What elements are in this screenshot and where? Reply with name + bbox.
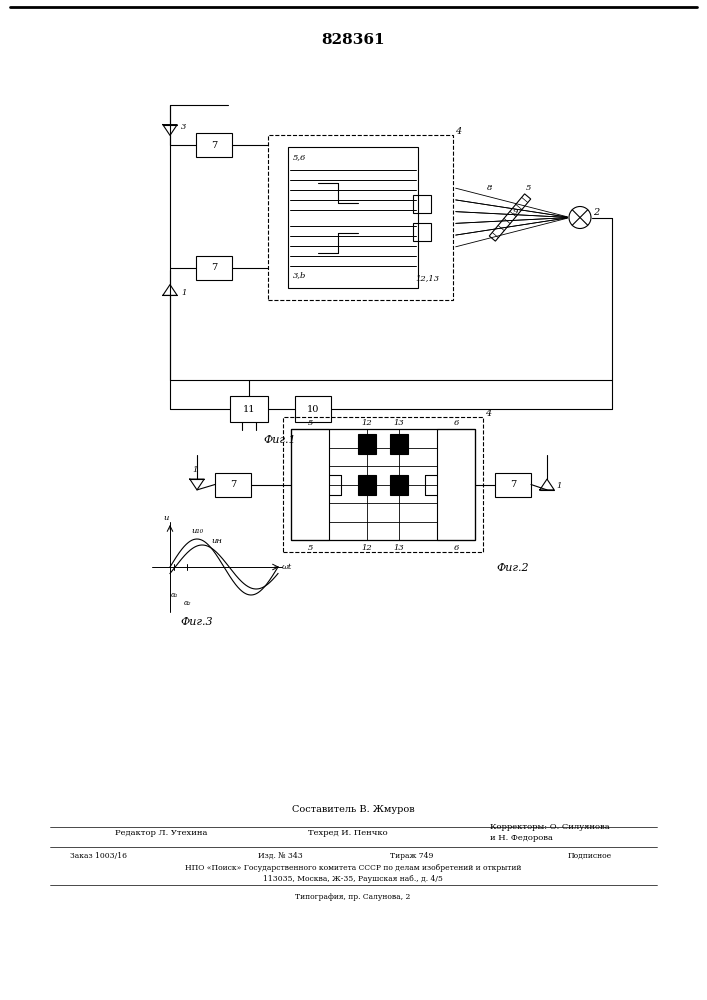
Text: 7: 7 <box>211 263 217 272</box>
Text: uн: uн <box>211 537 223 545</box>
Text: Изд. № 343: Изд. № 343 <box>258 852 303 860</box>
Text: 3,b: 3,b <box>293 271 306 279</box>
Text: Заказ 1003/16: Заказ 1003/16 <box>70 852 127 860</box>
Bar <box>196 133 232 157</box>
Text: 1: 1 <box>192 466 198 474</box>
Text: α₁: α₁ <box>170 591 177 599</box>
Text: 1: 1 <box>556 483 561 490</box>
Text: Подписное: Подписное <box>568 852 612 860</box>
Bar <box>295 396 331 422</box>
Bar <box>196 256 232 280</box>
Text: 10: 10 <box>307 404 319 414</box>
Text: ωt: ωt <box>282 563 292 571</box>
Text: u: u <box>163 514 169 522</box>
Bar <box>413 223 431 240</box>
Text: 7: 7 <box>510 480 516 489</box>
Bar <box>413 194 431 213</box>
Text: 5: 5 <box>308 419 312 427</box>
Text: 11: 11 <box>243 404 255 414</box>
Text: 13: 13 <box>394 419 404 427</box>
Bar <box>291 429 329 540</box>
Text: 13: 13 <box>394 544 404 552</box>
Text: 6: 6 <box>453 544 459 552</box>
Text: 5: 5 <box>525 184 531 192</box>
Bar <box>215 473 251 496</box>
Text: 9: 9 <box>513 209 518 217</box>
Text: 8: 8 <box>487 184 493 192</box>
Bar <box>283 417 483 552</box>
Bar <box>437 429 475 540</box>
Bar <box>291 429 475 540</box>
Text: 828361: 828361 <box>321 33 385 47</box>
Polygon shape <box>489 194 531 241</box>
Text: Фиг.3: Фиг.3 <box>181 617 214 627</box>
Text: 2: 2 <box>593 208 599 217</box>
Text: Типография, пр. Салунова, 2: Типография, пр. Салунова, 2 <box>296 893 411 901</box>
Text: Техред И. Пенчко: Техред И. Пенчко <box>308 829 387 837</box>
Text: 7: 7 <box>230 480 236 489</box>
Text: 1: 1 <box>181 289 187 297</box>
Text: Фиг.2: Фиг.2 <box>497 563 530 573</box>
Bar <box>390 434 408 454</box>
Text: 3: 3 <box>181 123 187 131</box>
Text: 5,6: 5,6 <box>293 153 306 161</box>
Bar <box>288 147 418 288</box>
Bar <box>358 434 376 454</box>
Text: 113035, Москва, Ж-35, Раушская наб., д. 4/5: 113035, Москва, Ж-35, Раушская наб., д. … <box>263 875 443 883</box>
Text: 6: 6 <box>453 419 459 427</box>
Text: 12: 12 <box>361 544 372 552</box>
Text: 7: 7 <box>211 140 217 149</box>
Text: НПО «Поиск» Государственного комитета СССР по делам изобретений и открытий: НПО «Поиск» Государственного комитета СС… <box>185 864 521 872</box>
Text: α₂: α₂ <box>183 599 191 607</box>
Text: 4: 4 <box>485 410 491 418</box>
Text: 12: 12 <box>361 419 372 427</box>
Text: Корректоры: О. Силуянова: Корректоры: О. Силуянова <box>490 823 609 831</box>
Text: 5: 5 <box>308 544 312 552</box>
Text: 12,13: 12,13 <box>415 274 439 282</box>
Text: Тираж 749: Тираж 749 <box>390 852 433 860</box>
Text: и Н. Федорова: и Н. Федорова <box>490 834 553 842</box>
Text: Редактор Л. Утехина: Редактор Л. Утехина <box>115 829 207 837</box>
Bar <box>268 135 453 300</box>
Text: 4: 4 <box>455 126 461 135</box>
Text: u₁₀: u₁₀ <box>191 527 203 535</box>
Bar <box>390 475 408 494</box>
Text: Составитель В. Жмуров: Составитель В. Жмуров <box>292 806 414 814</box>
Text: Фиг.1: Фиг.1 <box>264 435 296 445</box>
Bar <box>495 473 531 496</box>
Bar <box>230 396 268 422</box>
Bar <box>358 475 376 494</box>
